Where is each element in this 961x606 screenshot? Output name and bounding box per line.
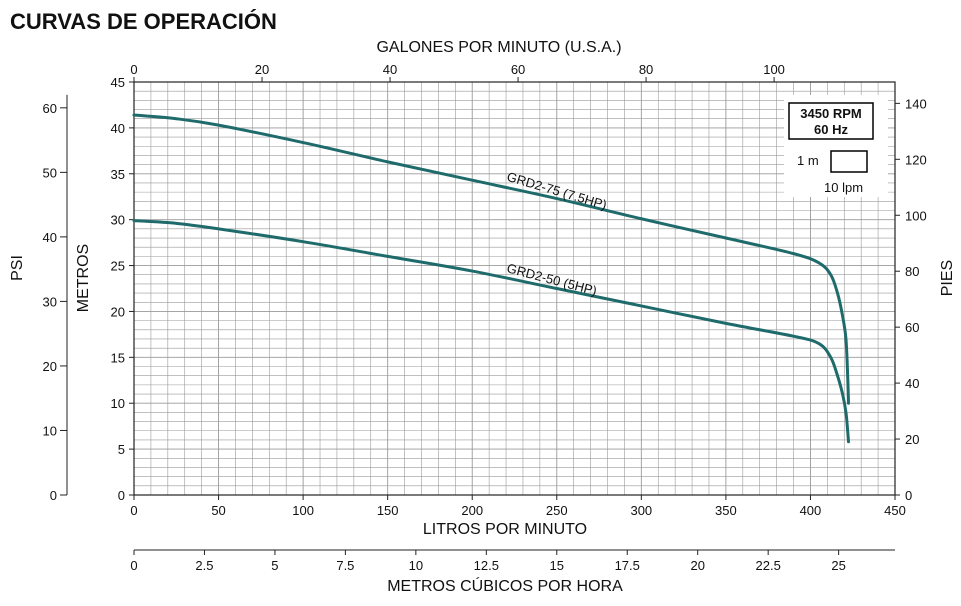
scale-horizontal-label: 10 lpm xyxy=(824,180,863,195)
top-tick-label: 0 xyxy=(130,62,137,77)
y-tick-label: 10 xyxy=(111,396,125,411)
x-axis-title: LITROS POR MINUTO xyxy=(423,521,587,538)
psi-tick-label: 10 xyxy=(43,423,57,438)
y-axis-title: METROS xyxy=(75,244,92,312)
y-tick-label: 35 xyxy=(111,167,125,182)
x-tick-label: 150 xyxy=(377,503,399,518)
m3h-tick-label: 0 xyxy=(130,558,137,573)
psi-tick-label: 0 xyxy=(50,488,57,503)
x-tick-label: 50 xyxy=(211,503,225,518)
grid xyxy=(134,82,895,495)
x-tick-label: 350 xyxy=(715,503,737,518)
plot-frame xyxy=(133,81,896,496)
pies-tick-label: 40 xyxy=(905,376,919,391)
psi-tick-label: 50 xyxy=(43,165,57,180)
y-tick-label: 20 xyxy=(111,304,125,319)
psi-tick-label: 30 xyxy=(43,294,57,309)
m3h-tick-label: 10 xyxy=(409,558,423,573)
top-tick-label: 20 xyxy=(255,62,269,77)
scale-cell xyxy=(830,150,868,173)
y-tick-label: 25 xyxy=(111,259,125,274)
psi-axis-title: PSI xyxy=(9,255,26,281)
m3h-tick-label: 2.5 xyxy=(195,558,213,573)
hz-label: 60 Hz xyxy=(814,122,848,137)
m3h-tick-label: 7.5 xyxy=(336,558,354,573)
psi-tick-label: 60 xyxy=(43,101,57,116)
rpm-label: 3450 RPM xyxy=(800,106,861,121)
pies-tick-label: 60 xyxy=(905,320,919,335)
x-tick-label: 400 xyxy=(800,503,822,518)
y-tick-label: 40 xyxy=(111,121,125,136)
x-tick-label: 200 xyxy=(461,503,483,518)
bottom-outer-axis-title: METROS CÚBICOS POR HORA xyxy=(387,576,623,595)
top-tick-label: 40 xyxy=(383,62,397,77)
top-tick-label: 60 xyxy=(511,62,525,77)
y-tick-label: 45 xyxy=(111,75,125,90)
m3h-tick-label: 15 xyxy=(550,558,564,573)
x-tick-label: 450 xyxy=(884,503,906,518)
x-tick-label: 100 xyxy=(292,503,314,518)
right-axis-title: PIES xyxy=(939,260,956,296)
x-tick-label: 250 xyxy=(546,503,568,518)
pies-tick-label: 0 xyxy=(905,488,912,503)
x-tick-label: 0 xyxy=(130,503,137,518)
psi-tick-label: 20 xyxy=(43,359,57,374)
series-line-1 xyxy=(132,113,850,405)
m3h-tick-label: 22.5 xyxy=(756,558,781,573)
m3h-tick-label: 17.5 xyxy=(615,558,640,573)
pies-tick-label: 120 xyxy=(905,152,927,167)
axes: 0 50 100 150 200 250 300 350 400 4500510152025303… xyxy=(43,62,927,573)
pies-tick-label: 100 xyxy=(905,208,927,223)
m3h-tick-label: 12.5 xyxy=(474,558,499,573)
y-tick-label: 30 xyxy=(111,213,125,228)
rpm-box xyxy=(788,102,874,140)
top-tick-label: 100 xyxy=(763,62,785,77)
m3h-tick-label: 20 xyxy=(690,558,704,573)
scale-vertical-label: 1 m xyxy=(797,153,819,168)
m3h-tick-label: 25 xyxy=(831,558,845,573)
x-tick-label: 300 xyxy=(630,503,652,518)
top-tick-label: 80 xyxy=(639,62,653,77)
pies-tick-label: 20 xyxy=(905,432,919,447)
legend-box: 3450 RPM 60 Hz 1 m 10 lpm xyxy=(784,95,888,197)
pies-tick-label: 140 xyxy=(905,96,927,111)
psi-tick-label: 40 xyxy=(43,230,57,245)
series-lines: GRD2-75 (7.5HP)GRD2-50 (5HP) xyxy=(132,113,850,444)
chart-title: CURVAS DE OPERACIÓN xyxy=(10,9,277,34)
top-axis-title: GALONES POR MINUTO (U.S.A.) xyxy=(376,39,621,56)
y-tick-label: 5 xyxy=(118,442,125,457)
series-line-2 xyxy=(132,219,850,444)
m3h-tick-label: 5 xyxy=(271,558,278,573)
pies-tick-label: 80 xyxy=(905,264,919,279)
y-tick-label: 0 xyxy=(118,488,125,503)
y-tick-label: 15 xyxy=(111,350,125,365)
